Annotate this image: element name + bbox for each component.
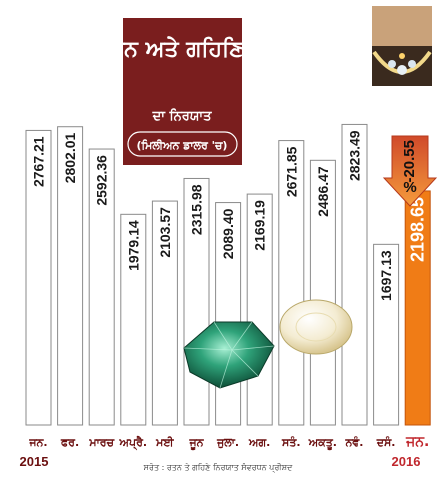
x-tick-label-5: ਜੂਨ (188, 436, 204, 450)
x-tick-label-12: ਜਨ. (405, 434, 429, 450)
unit-label: (ਮਿਲੀਅਨ ਡਾਲਰ 'ਚ) (137, 138, 228, 152)
change-arrow: -20.55 % (382, 135, 437, 207)
bar-value-label-10: 2823.49 (347, 130, 363, 181)
change-value: -20.55 (401, 140, 418, 183)
bar-value-label-0: 2767.21 (31, 136, 47, 187)
bar-value-label-9: 2486.47 (315, 166, 331, 217)
bar-5 (183, 177, 210, 426)
x-tick-label-7: ਅਗ. (248, 436, 270, 449)
bar-1 (57, 126, 84, 426)
title-background (123, 18, 242, 165)
bar-2 (88, 148, 115, 426)
x-tick-label-4: ਮਈ (155, 435, 174, 449)
bar-0 (25, 129, 52, 426)
bar-8 (278, 140, 305, 426)
title-box: ਰਤਨ ਅਤੇ ਗਹਿਣਿਆਂ ਦਾ ਨਿਰਯਾਤ (ਮਿਲੀਅਨ ਡਾਲਰ '… (95, 18, 269, 165)
x-tick-label-1: ਫਰ. (60, 436, 79, 449)
bar-value-label-3: 1979.14 (125, 220, 141, 271)
jewelry-photo (372, 6, 432, 86)
x-tick-label-8: ਸਤੰ. (281, 435, 301, 449)
bar-value-label-4: 2103.57 (157, 207, 173, 258)
bar-value-label-6: 2089.40 (220, 208, 236, 259)
x-tick-label-9: ਅਕਤੂ. (308, 436, 337, 450)
bar-value-label-11: 1697.13 (378, 250, 394, 301)
x-tick-label-6: ਜੁਲਾ. (216, 436, 239, 449)
chart-title: ਰਤਨ ਅਤੇ ਗਹਿਣਿਆਂ (95, 35, 268, 62)
bar-value-label-5: 2315.98 (189, 184, 205, 235)
bar-9 (309, 159, 336, 426)
unit-pill (127, 131, 238, 157)
bar-4 (151, 200, 178, 426)
bars-layer (25, 123, 431, 426)
bar-value-label-8: 2671.85 (283, 146, 299, 197)
bar-10 (341, 123, 368, 426)
change-percent-sign: % (403, 179, 416, 196)
chart-subtitle: ਦਾ ਨਿਰਯਾਤ (152, 108, 212, 124)
x-tick-label-2: ਮਾਰਚ (88, 436, 114, 449)
x-tick-label-3: ਅਪ੍ਰੈ. (119, 435, 148, 450)
x-tick-label-11: ਦਸੰ. (376, 435, 396, 449)
year-start-label: 2015 (20, 454, 49, 469)
bar-value-label-7: 2169.19 (252, 200, 268, 251)
bar-value-label-1: 2802.01 (62, 133, 78, 184)
source-note: ਸਰੋਤ : ਰਤਨ ਤੇ ਗਹਿਣੇ ਨਿਰਯਾਤ ਸੰਵਰਧਨ ਪ੍ਰੀਸ਼… (143, 462, 293, 473)
bar-3 (120, 213, 147, 426)
x-axis-labels: ਜਨ. ਫਰ. ਮਾਰਚ ਅਪ੍ਰੈ. ਮਈ ਜੂਨ ਜੁਲਾ. ਅਗ. ਸਤੰ. ਅਕਤੂ. ਨਵ… (28, 434, 429, 450)
bar-11 (373, 243, 400, 426)
year-end-label: 2016 (392, 454, 421, 469)
diamond-image (279, 299, 353, 355)
bar-12 (404, 190, 431, 426)
x-tick-label-0: ਜਨ. (28, 436, 47, 449)
bar-value-label-2: 2592.36 (94, 155, 110, 206)
emerald-image (183, 321, 275, 389)
x-tick-label-10: ਨਵੰ. (345, 435, 364, 449)
bar-value-label-12: 2198.65 (408, 197, 428, 262)
value-labels-layer: 2767.21 2802.01 2592.36 1979.14 2103.57 2315.… (31, 130, 428, 301)
bar-7 (246, 193, 273, 426)
